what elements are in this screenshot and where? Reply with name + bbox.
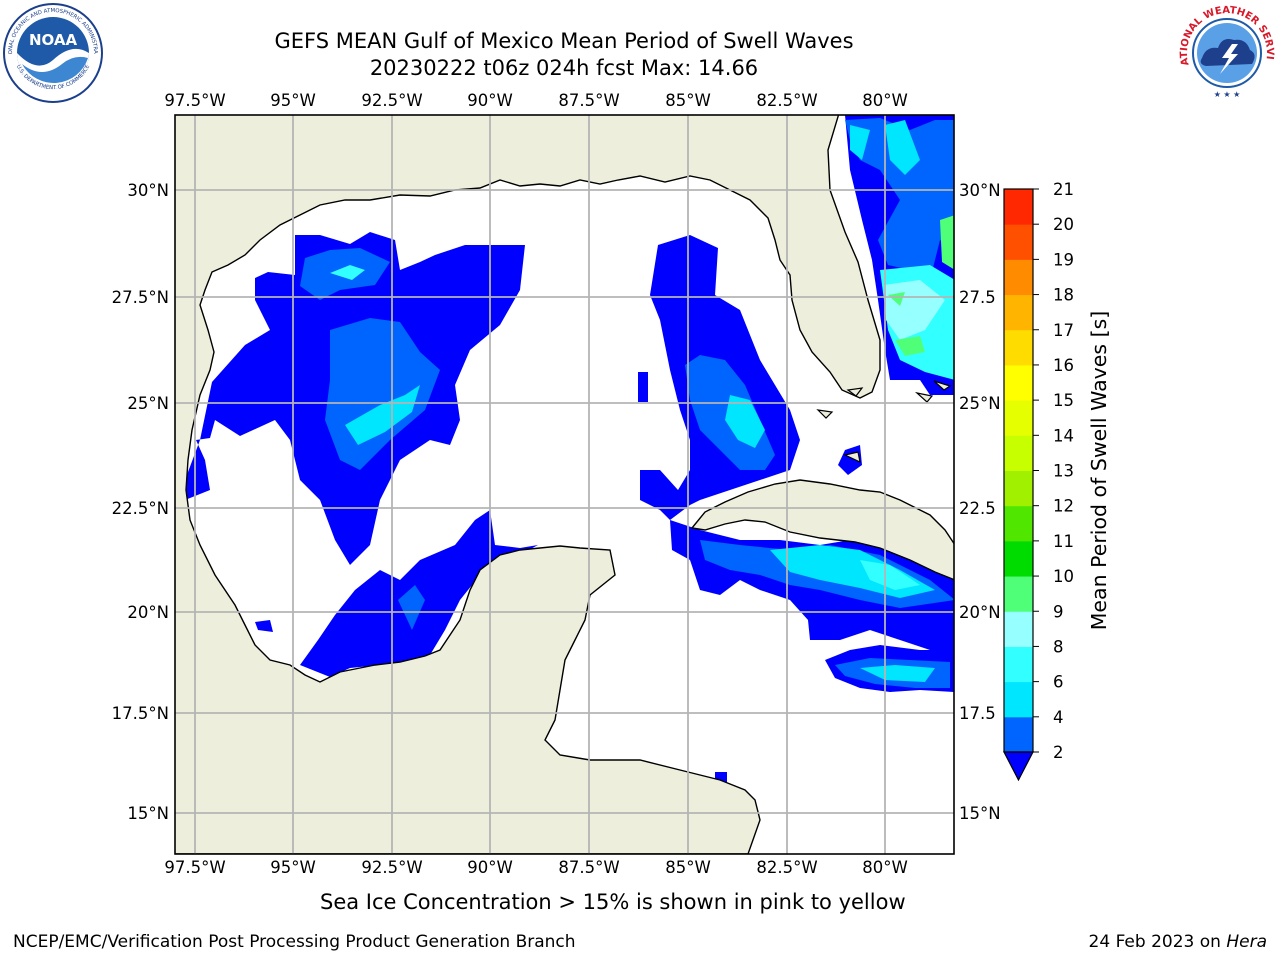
colorbar-tick-label: 13 bbox=[1053, 462, 1074, 481]
colorbar-tick-label: 19 bbox=[1053, 250, 1074, 269]
lon-tick-top: 92.5°W bbox=[361, 91, 422, 110]
colorbar-swatch bbox=[1004, 189, 1033, 225]
colorbar-tick-label: 20 bbox=[1053, 215, 1074, 234]
colorbar-swatch bbox=[1004, 576, 1033, 612]
swell-field-patch bbox=[860, 665, 935, 682]
lon-tick-bottom: 87.5°W bbox=[558, 858, 619, 877]
colorbar-tick-label: 12 bbox=[1053, 497, 1074, 516]
lon-tick-top: 85°W bbox=[665, 91, 711, 110]
swell-field-patch bbox=[255, 620, 273, 632]
colorbar-tick-label: 16 bbox=[1053, 356, 1074, 375]
colorbar-swatch bbox=[1004, 364, 1033, 401]
colorbar-swatch bbox=[1004, 716, 1033, 753]
lon-tick-top: 95°W bbox=[270, 91, 316, 110]
lon-tick-bottom: 92.5°W bbox=[361, 858, 422, 877]
colorbar-tick-label: 15 bbox=[1053, 391, 1074, 410]
lon-tick-bottom: 82.5°W bbox=[756, 858, 817, 877]
chart-title: GEFS MEAN Gulf of Mexico Mean Period of … bbox=[274, 29, 854, 53]
swell-field-patch bbox=[638, 372, 648, 402]
colorbar-tick-label: 6 bbox=[1053, 673, 1064, 692]
lon-tick-bottom: 95°W bbox=[270, 858, 316, 877]
lat-tick-right: 25°N bbox=[959, 394, 1001, 413]
colorbar-label: Mean Period of Swell Waves [s] bbox=[1087, 311, 1111, 631]
colorbar-swatch bbox=[1004, 435, 1033, 471]
colorbar-tick-label: 4 bbox=[1053, 708, 1064, 727]
nws-logo: NATIONAL WEATHER SERVICE ★ ★ ★ bbox=[1176, 2, 1276, 102]
colorbar-swatch bbox=[1004, 224, 1033, 260]
swell-field-patch bbox=[850, 120, 920, 175]
colorbar-tick-label: 14 bbox=[1053, 426, 1074, 445]
colorbar-swatch bbox=[1004, 470, 1033, 507]
swell-field-patch bbox=[860, 560, 920, 590]
swell-field-patch bbox=[345, 385, 420, 445]
lat-tick-right: 17.5 bbox=[959, 704, 996, 723]
colorbar-swatch bbox=[1004, 611, 1033, 647]
lon-tick-top: 80°W bbox=[862, 91, 908, 110]
lon-tick-top: 87.5°W bbox=[558, 91, 619, 110]
colorbar-tick-label: 9 bbox=[1053, 602, 1064, 621]
footer-host: Hera bbox=[1226, 932, 1267, 952]
swell-field-patch bbox=[845, 118, 954, 280]
lat-tick-left: 17.5°N bbox=[112, 704, 169, 723]
lon-tick-bottom: 80°W bbox=[862, 858, 908, 877]
swell-field-patch bbox=[398, 585, 425, 630]
lat-tick-left: 15°N bbox=[127, 804, 169, 823]
lat-tick-left: 20°N bbox=[127, 603, 169, 622]
lat-tick-left: 27.5°N bbox=[112, 288, 169, 307]
land-cuba bbox=[690, 479, 954, 581]
swell-field-patch bbox=[330, 265, 365, 280]
chart-subtitle: 20230222 t06z 024h fcst Max: 14.66 bbox=[369, 56, 759, 80]
colorbar-tick-label: 11 bbox=[1053, 532, 1074, 551]
footer-date: 24 Feb 2023 on Hera bbox=[1089, 932, 1267, 952]
colorbar-swatch bbox=[1004, 294, 1033, 331]
lat-tick-right: 27.5 bbox=[959, 288, 996, 307]
land-north-america bbox=[175, 115, 881, 854]
colorbar-swatch bbox=[1004, 400, 1033, 436]
map-gridlines bbox=[175, 115, 954, 854]
colorbar-tick-label: 17 bbox=[1053, 321, 1074, 340]
swell-field-patch bbox=[888, 215, 954, 356]
colorbar-tick-label: 8 bbox=[1053, 637, 1064, 656]
lon-tick-bottom: 90°W bbox=[467, 858, 513, 877]
colorbar-tick-label: 21 bbox=[1053, 180, 1074, 199]
land-islands bbox=[816, 380, 952, 464]
map-frame bbox=[174, 114, 955, 855]
lon-tick-bottom: 97.5°W bbox=[164, 858, 225, 877]
lon-tick-top: 97.5°W bbox=[164, 91, 225, 110]
colorbar-tick-label: 10 bbox=[1053, 567, 1074, 586]
swell-field-patch bbox=[725, 395, 765, 448]
lat-tick-right: 30°N bbox=[959, 181, 1001, 200]
lat-tick-left: 25°N bbox=[127, 394, 169, 413]
lat-tick-right: 22.5 bbox=[959, 499, 996, 518]
lat-tick-left: 30°N bbox=[127, 181, 169, 200]
noaa-logo: NOAA NATIONAL OCEANIC AND ATMOSPHERIC AD… bbox=[2, 2, 103, 103]
colorbar-under-triangle bbox=[1003, 751, 1034, 782]
svg-text:NOAA: NOAA bbox=[29, 31, 78, 49]
colorbar-tick-label: 2 bbox=[1053, 743, 1064, 762]
lon-tick-top: 90°W bbox=[467, 91, 513, 110]
footer-date-text: 24 Feb 2023 on bbox=[1088, 932, 1227, 952]
colorbar: 2 4 6 8 9 10 11 12 13 14 15 16 17 18 19 20 21 Mean Period… bbox=[1003, 180, 1111, 782]
colorbar-swatch bbox=[1004, 681, 1033, 718]
lat-tick-right: 15°N bbox=[959, 804, 1001, 823]
colorbar-swatch bbox=[1004, 505, 1033, 542]
ice-caption: Sea Ice Concentration > 15% is shown in … bbox=[320, 890, 906, 914]
colorbar-tick-label: 18 bbox=[1053, 286, 1074, 305]
footer-credit: NCEP/EMC/Verification Post Processing Pr… bbox=[13, 932, 576, 952]
colorbar-swatch bbox=[1004, 329, 1033, 366]
lon-tick-bottom: 85°W bbox=[665, 858, 711, 877]
lat-tick-right: 20°N bbox=[959, 603, 1001, 622]
svg-text:★ ★ ★: ★ ★ ★ bbox=[1214, 90, 1241, 99]
lat-tick-left: 22.5°N bbox=[112, 499, 169, 518]
colorbar-swatch bbox=[1004, 259, 1033, 296]
colorbar-swatch bbox=[1004, 540, 1033, 577]
lon-tick-top: 82.5°W bbox=[756, 91, 817, 110]
colorbar-swatch bbox=[1004, 646, 1033, 683]
